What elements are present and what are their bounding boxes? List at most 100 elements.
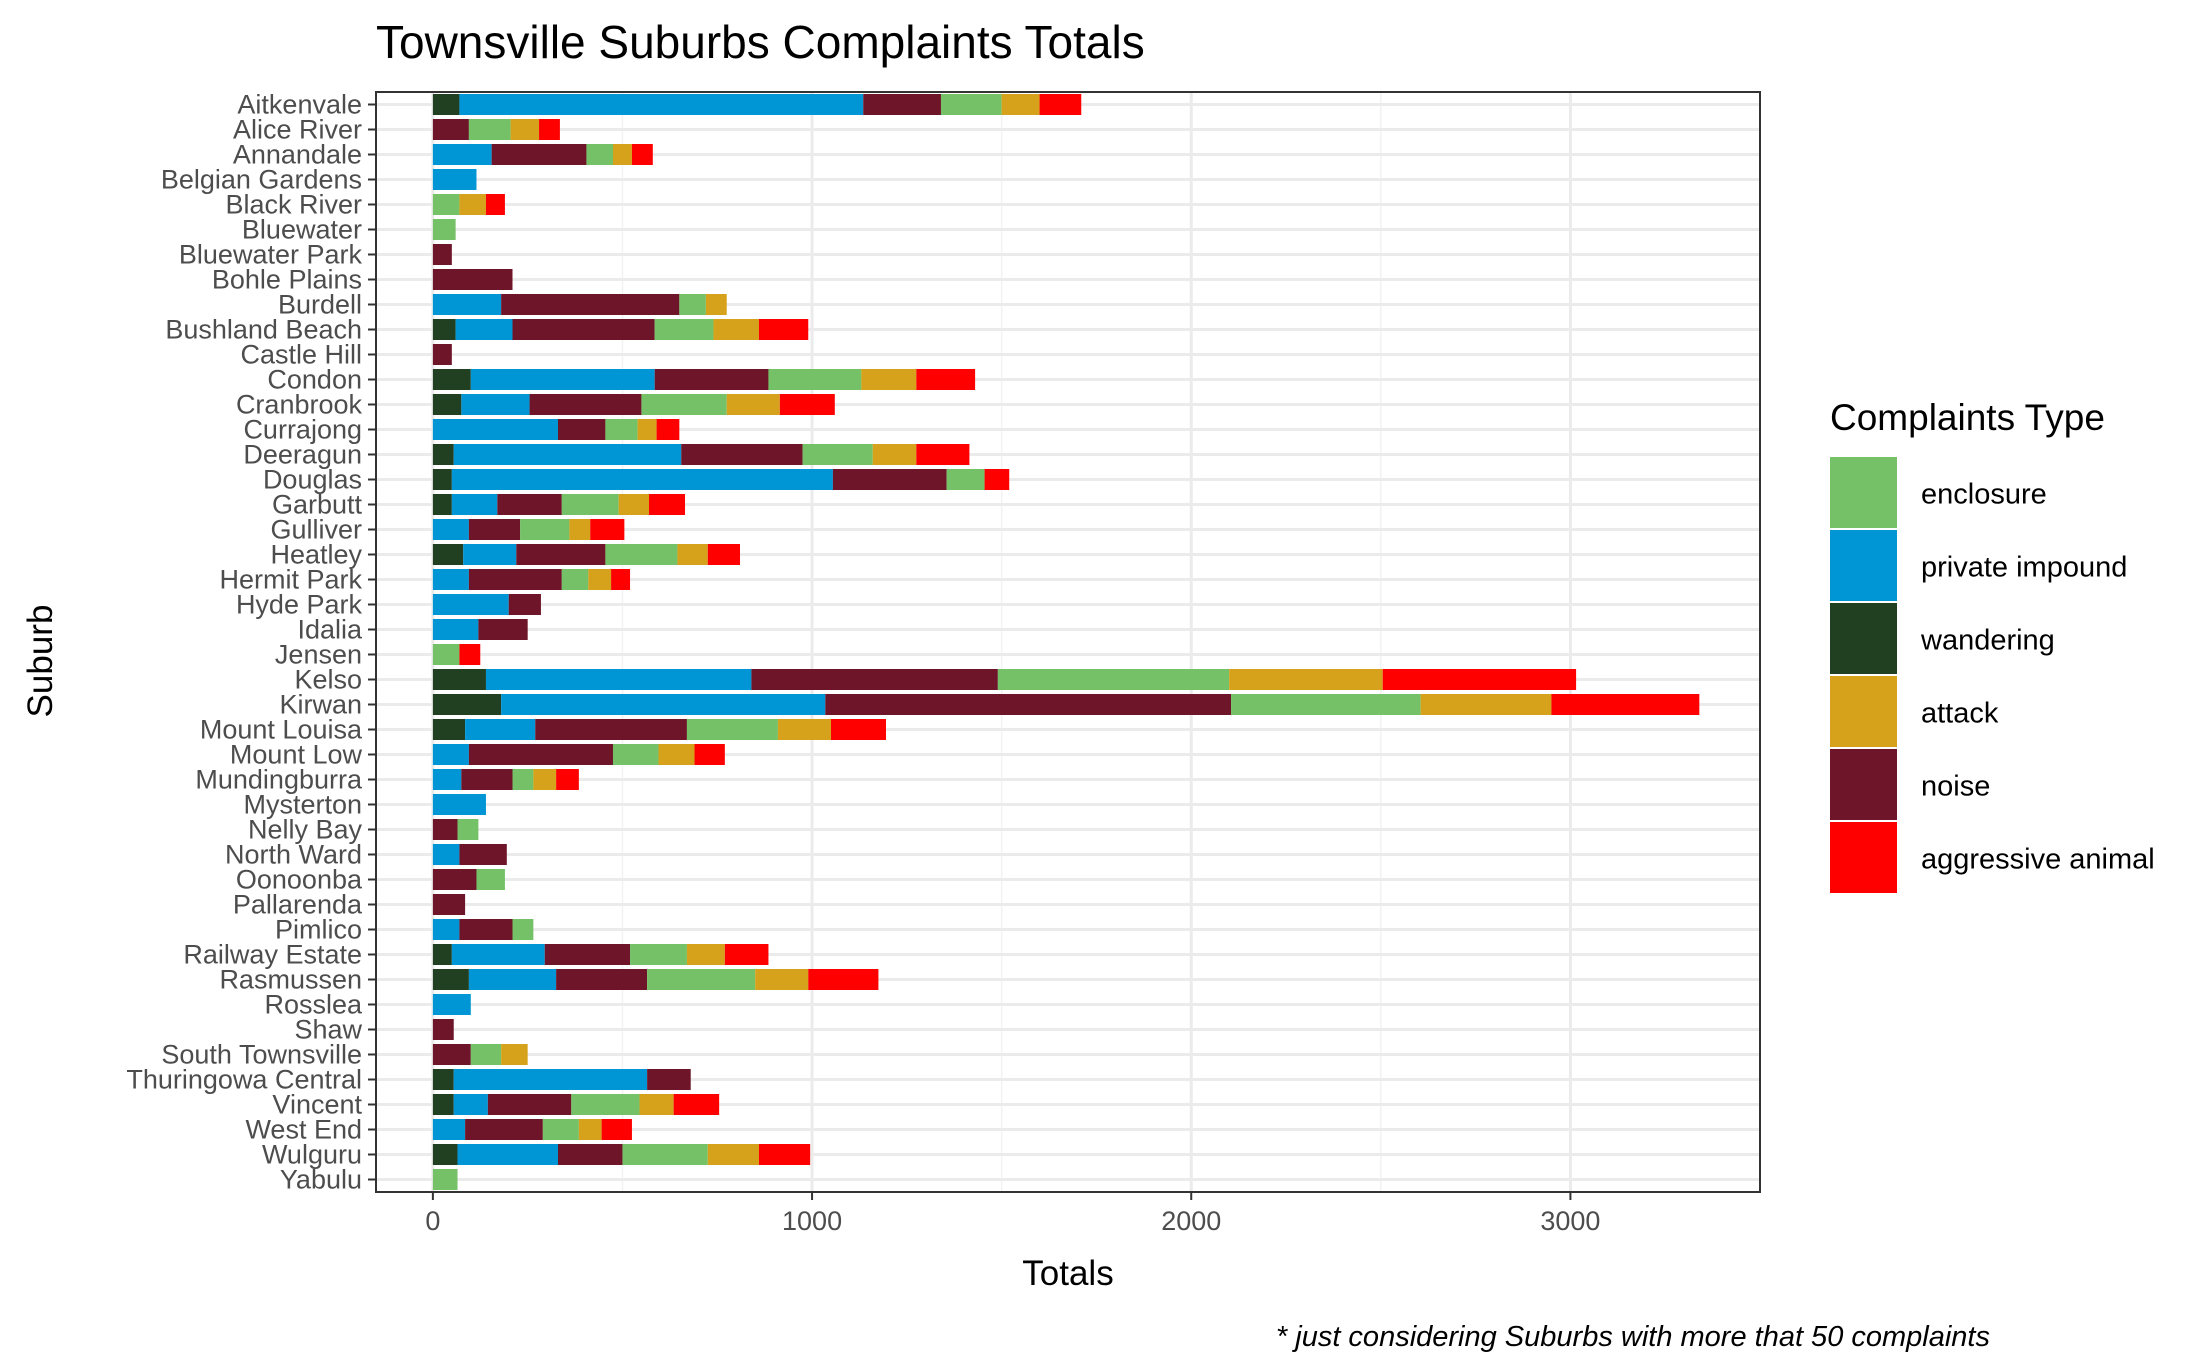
bar-wandering-cranbrook bbox=[432, 394, 462, 415]
bar-private-impound-railway-estate bbox=[451, 944, 545, 965]
bar-attack-mount-low bbox=[658, 744, 695, 765]
bar-attack-garbutt bbox=[618, 494, 650, 515]
y-tick-label: Burdell bbox=[278, 290, 362, 320]
bar-attack-gulliver bbox=[569, 519, 591, 540]
bar-attack-south-townsville bbox=[501, 1044, 528, 1065]
legend-label-wandering: wandering bbox=[1920, 625, 2055, 657]
bar-enclosure-heatley bbox=[605, 544, 678, 565]
x-tick-label: 3000 bbox=[1540, 1206, 1600, 1236]
y-tick-label: Annandale bbox=[233, 140, 362, 170]
bar-private-impound-mundingburra bbox=[432, 769, 462, 790]
bar-private-impound-mount-louisa bbox=[465, 719, 536, 740]
bar-private-impound-idalia bbox=[432, 619, 479, 640]
y-tick-label: Kirwan bbox=[279, 690, 362, 720]
bar-wandering-aitkenvale bbox=[432, 94, 460, 115]
bar-private-impound-annandale bbox=[432, 144, 492, 165]
bar-enclosure-oonoonba bbox=[476, 869, 505, 890]
bar-enclosure-annandale bbox=[586, 144, 613, 165]
bar-enclosure-deeragun bbox=[802, 444, 873, 465]
bar-enclosure-hermit-park bbox=[561, 569, 589, 590]
bar-wandering-thuringowa-central bbox=[432, 1069, 454, 1090]
bar-wandering-wulguru bbox=[432, 1144, 458, 1165]
x-tick-label: 2000 bbox=[1161, 1206, 1221, 1236]
bar-enclosure-kirwan bbox=[1231, 694, 1421, 715]
bar-noise-west-end bbox=[465, 1119, 543, 1140]
bar-attack-mundingburra bbox=[533, 769, 557, 790]
bar-noise-south-townsville bbox=[432, 1044, 471, 1065]
bar-enclosure-rasmussen bbox=[647, 969, 756, 990]
legend-label-aggressive-animal: aggressive animal bbox=[1921, 844, 2155, 876]
bar-noise-mount-low bbox=[468, 744, 613, 765]
y-tick-label: Belgian Gardens bbox=[161, 165, 362, 195]
bar-aggressive-animal-rasmussen bbox=[808, 969, 879, 990]
bar-noise-annandale bbox=[491, 144, 587, 165]
bar-enclosure-wulguru bbox=[622, 1144, 708, 1165]
bar-noise-bushland-beach bbox=[512, 319, 655, 340]
bar-attack-cranbrook bbox=[726, 394, 780, 415]
bar-enclosure-burdell bbox=[679, 294, 706, 315]
chart-title: Townsville Suburbs Complaints Totals bbox=[376, 16, 1145, 68]
y-tick-label: Black River bbox=[225, 190, 362, 220]
y-tick-label: Mundingburra bbox=[195, 765, 363, 795]
y-tick-label: Yabulu bbox=[280, 1165, 362, 1195]
y-tick-label: Castle Hill bbox=[240, 340, 362, 370]
bar-enclosure-nelly-bay bbox=[457, 819, 479, 840]
bar-aggressive-animal-mount-low bbox=[694, 744, 725, 765]
y-tick-label: Idalia bbox=[297, 615, 363, 645]
legend-label-noise: noise bbox=[1921, 771, 1990, 803]
y-axis-title: Suburb bbox=[21, 605, 60, 718]
y-tick-label: Rosslea bbox=[264, 990, 363, 1020]
bar-noise-kirwan bbox=[825, 694, 1232, 715]
y-tick-label: South Townsville bbox=[161, 1040, 362, 1070]
legend-label-enclosure: enclosure bbox=[1921, 479, 2047, 511]
legend-label-private-impound: private impound bbox=[1921, 552, 2127, 584]
bar-enclosure-yabulu bbox=[432, 1169, 458, 1190]
bar-private-impound-thuringowa-central bbox=[453, 1069, 648, 1090]
legend-key-noise bbox=[1830, 749, 1897, 820]
y-tick-label: Jensen bbox=[275, 640, 362, 670]
bar-noise-aitkenvale bbox=[863, 94, 941, 115]
bar-aggressive-animal-garbutt bbox=[649, 494, 686, 515]
bar-aggressive-animal-alice-river bbox=[539, 119, 560, 140]
bar-aggressive-animal-west-end bbox=[601, 1119, 632, 1140]
y-tick-label: North Ward bbox=[225, 840, 362, 870]
y-tick-label: Currajong bbox=[243, 415, 362, 445]
bar-attack-currajong bbox=[637, 419, 657, 440]
bar-private-impound-pimlico bbox=[432, 919, 460, 940]
bar-aggressive-animal-bushland-beach bbox=[758, 319, 809, 340]
y-tick-label: Gulliver bbox=[270, 515, 362, 545]
y-tick-label: Railway Estate bbox=[183, 940, 362, 970]
bar-noise-gulliver bbox=[468, 519, 521, 540]
bar-enclosure-kelso bbox=[997, 669, 1230, 690]
y-tick-label: Nelly Bay bbox=[248, 815, 363, 845]
bar-noise-hyde-park bbox=[508, 594, 541, 615]
bar-enclosure-vincent bbox=[571, 1094, 640, 1115]
bar-enclosure-railway-estate bbox=[630, 944, 687, 965]
y-tick-label: Mysterton bbox=[243, 790, 362, 820]
bar-aggressive-animal-aitkenvale bbox=[1039, 94, 1082, 115]
bar-aggressive-animal-wulguru bbox=[758, 1144, 811, 1165]
bar-private-impound-rosslea bbox=[432, 994, 471, 1015]
x-tick-label: 0 bbox=[425, 1206, 440, 1236]
bar-attack-black-river bbox=[459, 194, 486, 215]
bar-private-impound-douglas bbox=[451, 469, 833, 490]
bar-private-impound-hyde-park bbox=[432, 594, 509, 615]
bar-enclosure-cranbrook bbox=[641, 394, 727, 415]
bar-attack-alice-river bbox=[510, 119, 540, 140]
bar-noise-castle-hill bbox=[432, 344, 452, 365]
legend-key-enclosure bbox=[1830, 457, 1897, 528]
bar-wandering-bushland-beach bbox=[432, 319, 456, 340]
y-tick-label: Bohle Plains bbox=[212, 265, 362, 295]
bar-noise-thuringowa-central bbox=[647, 1069, 691, 1090]
bar-private-impound-deeragun bbox=[453, 444, 682, 465]
y-tick-label: Cranbrook bbox=[236, 390, 363, 420]
bar-noise-oonoonba bbox=[432, 869, 477, 890]
bar-private-impound-wulguru bbox=[457, 1144, 559, 1165]
bar-private-impound-north-ward bbox=[432, 844, 460, 865]
bar-noise-heatley bbox=[516, 544, 606, 565]
bar-attack-kelso bbox=[1229, 669, 1383, 690]
bar-noise-kelso bbox=[751, 669, 998, 690]
x-axis-title: Totals bbox=[1022, 1254, 1113, 1293]
bar-wandering-condon bbox=[432, 369, 471, 390]
